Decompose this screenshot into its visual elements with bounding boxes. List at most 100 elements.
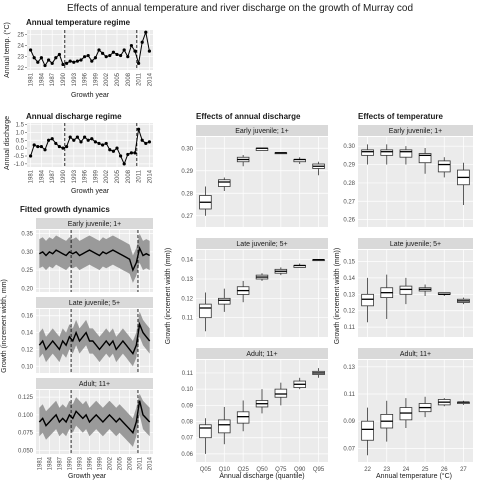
tempbox-1-box xyxy=(361,293,374,307)
fitted-1-strip xyxy=(36,297,153,308)
disch-point xyxy=(97,141,101,146)
fitted-2-strip xyxy=(36,378,153,389)
disch-ytick-label-2: 0.0 xyxy=(16,146,25,152)
disch-point xyxy=(122,162,126,166)
temp-point xyxy=(47,58,51,62)
temp-xtick-label-3: 1990 xyxy=(61,72,67,86)
disch-point xyxy=(133,151,137,155)
fitted-1-ytick-label-1: 0.12 xyxy=(21,347,33,353)
temp-point xyxy=(29,48,33,52)
disch-ytick-label-3: 0.5 xyxy=(16,138,25,144)
tempbox-0-ytick-label-2: 0.28 xyxy=(343,181,355,187)
tempbox-1-ytick-label-1: 0.12 xyxy=(343,309,355,315)
dischbox-2-ytick-label-5: 0.11 xyxy=(182,371,194,377)
dischbox-1-ytick-label-3: 0.14 xyxy=(181,258,193,264)
tempbox-0-box xyxy=(380,149,394,156)
tempbox-1-ytick-label-0: 0.11 xyxy=(344,325,356,331)
dischbox-xlabel: Annual discharge (quantile) xyxy=(219,473,304,480)
fitted-1-strip-label: Late juvenile; 5+ xyxy=(69,300,120,307)
temp-point xyxy=(79,58,83,62)
tempbox-xlabel: Annual temperature (°C) xyxy=(376,472,452,480)
disch-point xyxy=(83,135,87,139)
dischbox-2-xtick-label-2: Q25 xyxy=(237,467,249,473)
temp-point xyxy=(147,49,151,53)
disch-point xyxy=(140,138,144,142)
dischbox-2-box xyxy=(236,411,250,424)
temp-xtick-label-6: 1999 xyxy=(93,72,99,86)
fitted-2-xtick-label-10: 2011 xyxy=(138,456,144,470)
temp-point xyxy=(140,40,144,44)
disch-xtick-label-3: 1990 xyxy=(61,169,67,183)
temp-point xyxy=(39,56,44,60)
temp-xtick-label-5: 1996 xyxy=(83,72,89,86)
temp-point xyxy=(54,56,58,60)
tempbox-2-box xyxy=(399,407,413,421)
disch-panel-bg xyxy=(27,123,153,167)
fitted-0-ytick-label-2: 0.30 xyxy=(21,250,33,256)
temp-panel-bg xyxy=(27,30,153,70)
tempbox-ylabel: Growth (increment width (mm)) xyxy=(334,248,341,344)
dischbox-2-ytick-label-1: 0.07 xyxy=(181,436,193,442)
dischbox-1-ytick-label-0: 0.11 xyxy=(182,316,194,322)
disch-xtick-label-10: 2011 xyxy=(137,169,143,183)
temp-point xyxy=(122,48,126,52)
dischbox-2-xtick-label-1: Q10 xyxy=(219,467,231,473)
temp-point xyxy=(36,60,40,64)
tempbox-1-ytick-label-2: 0.13 xyxy=(343,292,355,298)
fitted-1-ytick-label-0: 0.10 xyxy=(21,364,33,370)
tempbox-1-box xyxy=(399,285,413,295)
temp-point xyxy=(119,53,123,58)
tempbox-1-panel-bg xyxy=(358,250,473,337)
temp-point xyxy=(93,56,97,60)
tempbox-0-panel-bg xyxy=(358,137,473,227)
dischbox-0-strip-label: Early juvenile; 1+ xyxy=(235,128,289,135)
temp-point xyxy=(111,50,115,54)
temp-xtick-label-1: 1984 xyxy=(39,72,45,86)
temp-xtick-label-7: 2002 xyxy=(104,72,110,86)
disch-point xyxy=(79,140,83,144)
tempbox-2-xtick-label-4: 26 xyxy=(441,467,448,473)
temp-point xyxy=(101,51,105,55)
dischbox-2-ytick-label-0: 0.06 xyxy=(181,452,193,458)
disch-xtick-label-1: 1984 xyxy=(39,169,45,183)
dischbox-0-strip xyxy=(196,125,328,136)
fitted-2-strip-label: Adult; 11+ xyxy=(79,381,110,388)
disch-point xyxy=(36,144,40,149)
temp-xtick-label-4: 1993 xyxy=(72,72,78,86)
dischbox-2-box xyxy=(274,388,288,398)
fitted-1-mean-line xyxy=(38,321,151,355)
tempbox-1-ytick-label-3: 0.14 xyxy=(343,276,355,282)
temp-point xyxy=(108,53,112,58)
dischbox-2-box xyxy=(199,424,212,439)
tempbox-0-box xyxy=(361,149,374,156)
temp-xtick-label-2: 1987 xyxy=(50,72,56,86)
dischbox-2-strip-label: Adult; 11+ xyxy=(246,351,277,358)
disch-xlabel: Growth year xyxy=(71,188,110,195)
disch-point xyxy=(111,149,115,153)
fitted-0-strip xyxy=(36,218,153,229)
fitted-2-xtick-label-9: 2008 xyxy=(128,456,134,470)
disch-ytick-label-1: -0.5 xyxy=(14,154,25,160)
disch-series-line xyxy=(30,129,150,166)
dischbox-0-ytick-label-1: 0.28 xyxy=(181,191,193,197)
temp-xtick-label-11: 2014 xyxy=(147,72,153,86)
fitted-ylabel: Growth (increment width, mm) xyxy=(1,279,8,373)
disch-point xyxy=(32,143,36,147)
tempbox-2-strip-label: Adult; 11+ xyxy=(400,351,431,358)
fitted-title: Fitted growth dynamics xyxy=(20,205,110,214)
fitted-2-ytick-label-3: 0.125 xyxy=(18,395,34,401)
tempbox-0-box xyxy=(418,153,432,164)
tempbox-1-strip xyxy=(358,238,473,249)
temp-title: Annual temperature regime xyxy=(26,18,131,27)
dischbox-1-ytick-label-1: 0.12 xyxy=(181,296,193,302)
disch-point xyxy=(90,137,94,141)
tempbox-0-ytick-label-1: 0.27 xyxy=(343,199,355,205)
disch-xtick-label-9: 2008 xyxy=(126,169,132,183)
fitted-0-ytick-label-3: 0.35 xyxy=(21,232,33,238)
tempbox-0-ytick-label-0: 0.26 xyxy=(343,218,355,224)
fitted-0-ytick-label-0: 0.20 xyxy=(21,286,33,292)
tempbox-2-ytick-label-1: 0.09 xyxy=(343,419,355,425)
tempbox-title: Effects of temperature xyxy=(358,112,443,121)
temp-point xyxy=(133,49,137,53)
disch-xtick-label-0: 1981 xyxy=(29,169,35,183)
